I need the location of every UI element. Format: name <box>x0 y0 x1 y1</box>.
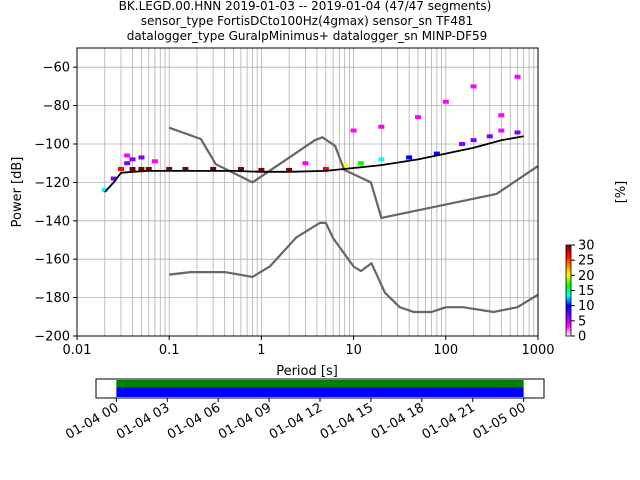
histogram-cells <box>101 74 521 193</box>
chart-title-line1: BK.LEGD.00.HNN 2019-01-03 -- 2019-01-04 … <box>119 0 492 13</box>
histogram-cell <box>124 153 131 158</box>
timeline-segment-bar-top <box>116 380 524 388</box>
histogram-cell <box>210 166 217 171</box>
histogram-cell <box>341 163 348 168</box>
x-tick-label: 1000 <box>521 343 554 358</box>
timeline-segments <box>116 380 524 397</box>
histogram-cell <box>101 188 108 193</box>
histogram-cell <box>182 166 189 171</box>
y-tick-label: −160 <box>34 253 70 268</box>
histogram-cell <box>378 124 385 129</box>
x-tick-label: 1 <box>257 343 265 358</box>
low-noise-model-line <box>169 221 539 314</box>
mode-line <box>104 135 524 193</box>
chart-title-line2: sensor_type FortisDCto100Hz(4gmax) senso… <box>141 14 473 28</box>
histogram-cell <box>166 166 173 171</box>
histogram-cell <box>470 84 477 89</box>
plot-area <box>77 48 538 336</box>
x-tick-label: 100 <box>433 343 458 358</box>
histogram-cell <box>110 176 117 181</box>
colorbar-gradient <box>565 244 572 337</box>
histogram-cell <box>258 167 265 172</box>
histogram-cell <box>514 130 521 135</box>
colorbar-tick-label: 15 <box>578 284 595 299</box>
y-axis-label: Power [dB] <box>10 157 25 228</box>
y-tick-label: −200 <box>34 330 70 345</box>
histogram-cell <box>117 166 124 171</box>
histogram-cell <box>406 155 413 160</box>
histogram-cell <box>378 157 385 162</box>
colorbar-tick-label: 20 <box>578 269 595 284</box>
histogram-cell <box>322 166 329 171</box>
x-axis-label: Period [s] <box>276 364 338 379</box>
curves <box>104 126 539 314</box>
timeline-segment-bar-bottom <box>116 387 524 397</box>
histogram-cell <box>350 128 357 133</box>
x-tick-label: 0.01 <box>63 343 92 358</box>
histogram-cell <box>415 115 422 120</box>
histogram-cell <box>138 166 145 171</box>
colorbar-tick-label: 0 <box>578 330 586 345</box>
histogram-cell <box>237 166 244 171</box>
histogram-cell <box>151 159 158 164</box>
y-tick-label: −180 <box>34 291 70 306</box>
chart-title-line3: datalogger_type GuralpMinimus+ datalogge… <box>127 29 488 43</box>
colorbar-tick-label: 25 <box>578 254 595 269</box>
histogram-cell <box>129 166 136 171</box>
colorbar-tick-label: 5 <box>578 314 586 329</box>
y-axis-ticks: −60 −80 −100 −120 −140 −160 −180 −200 <box>34 61 77 345</box>
y-tick-label: −140 <box>34 214 70 229</box>
colorbar-label: [%] <box>614 181 629 204</box>
histogram-cell <box>514 74 521 79</box>
histogram-cell <box>433 151 440 156</box>
histogram-cell <box>302 161 309 166</box>
y-tick-label: −80 <box>43 99 70 114</box>
y-tick-label: −60 <box>43 61 70 76</box>
histogram-cell <box>470 138 477 143</box>
x-tick-label: 10 <box>345 343 362 358</box>
histogram-cell <box>145 166 152 171</box>
x-axis-ticks: 0.01 0.1 1 10 100 1000 <box>63 336 555 358</box>
plot-frame <box>76 47 539 337</box>
histogram-cell <box>129 157 136 162</box>
histogram-cell <box>459 142 466 146</box>
colorbar-tick-label: 30 <box>578 239 595 254</box>
histogram-cell <box>442 99 449 104</box>
histogram-cell <box>498 113 505 118</box>
psd-plot: 0.01 0.1 1 10 100 1000 −60 −80 −100 −120 −140 −160… <box>34 47 555 358</box>
histogram-cell <box>286 167 293 172</box>
histogram-cell <box>498 128 505 133</box>
y-tick-label: −120 <box>34 176 70 191</box>
x-tick-label: 0.1 <box>159 343 180 358</box>
colorbar-tick-label: 10 <box>578 299 595 314</box>
histogram-cell <box>357 161 364 166</box>
high-noise-model-line <box>168 126 539 219</box>
histogram-cell <box>486 134 493 139</box>
y-tick-label: −100 <box>34 138 70 153</box>
histogram-cell <box>124 161 131 166</box>
histogram-cell <box>138 155 145 160</box>
